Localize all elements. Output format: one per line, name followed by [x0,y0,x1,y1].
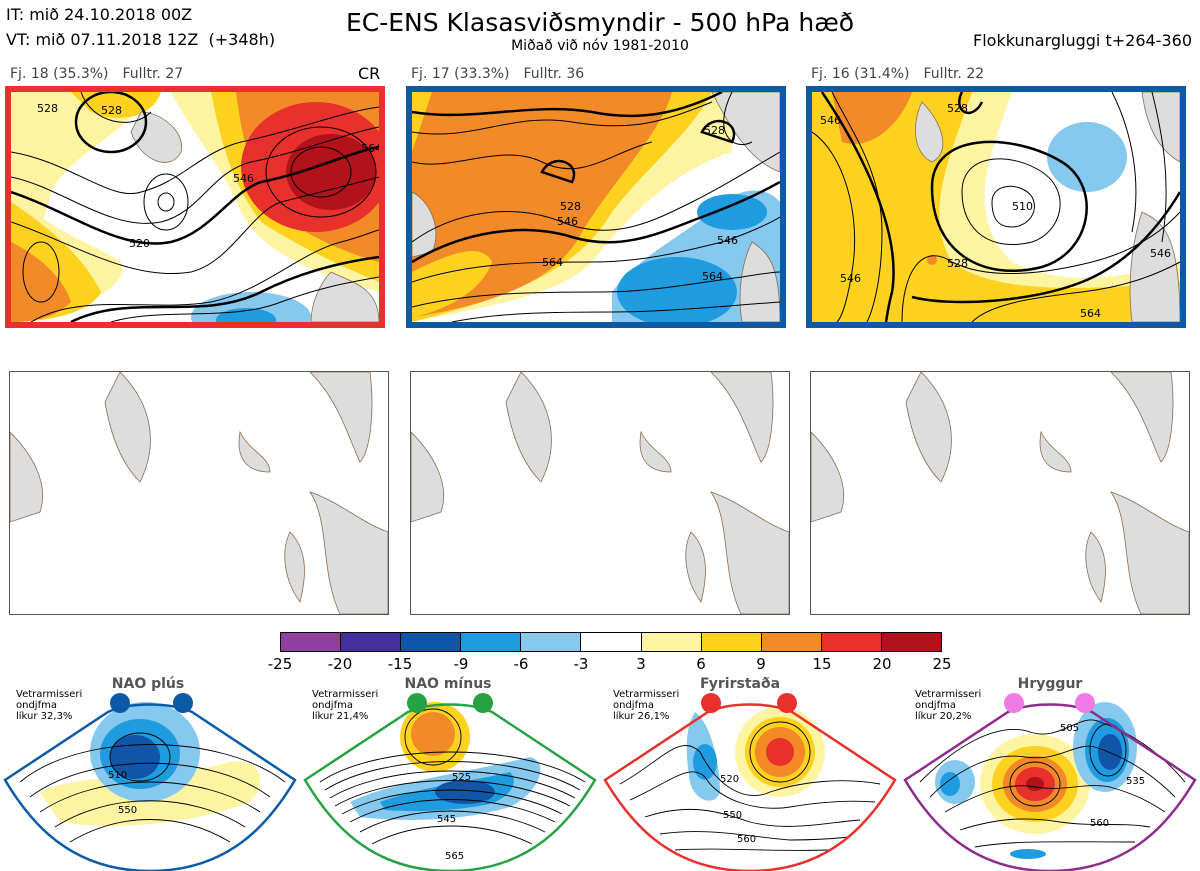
blank-map-1 [9,371,389,615]
p3-contour-label-5: 528 [947,257,968,270]
cluster-map-1-graphic: 528 520 546 564 528 [11,92,379,322]
panel-2-representative: Fulltr. 36 [523,66,585,82]
colorbar-tick: -15 [387,655,413,673]
page-title: EC-ENS Klasasviðsmyndir - 500 hPa hæð [345,8,855,37]
p3-contour-label-7: 546 [1150,247,1171,260]
p1-contour-label-4: 564 [361,142,379,155]
colorbar-tick: 3 [636,655,646,673]
valid-time: VT: mið 07.11.2018 12Z (+348h) [6,30,276,49]
regime-note-blocking: Vetrarmisseri ondjfma líkur 26,1% [613,689,680,722]
panel-1-representative: Fulltr. 27 [122,66,184,82]
p3-contour-label-1: 546 [820,114,841,127]
regime-map-blocking: 520 550 560 [603,693,897,871]
p1-contour-label-3: 546 [233,172,254,185]
panel-1-members: Fj. 18 (35.3%) [10,66,109,82]
regime-map-nao-plus: 510 550 [3,693,297,871]
blank-map-2 [410,371,790,615]
panel-3-label: Fj. 16 (31.4%) Fulltr. 22 [811,66,998,82]
panel-2-label: Fj. 17 (33.3%) Fulltr. 36 [411,66,598,82]
colorbar-swatch [521,633,582,651]
p3-contour-label-6: 564 [1080,307,1101,320]
blocking-contour-label-1: 520 [720,774,739,785]
nao-minus-contour-label-3: 565 [445,851,464,862]
p2-contour-label-6: 528 [704,124,725,137]
p1-contour-label-5: 528 [101,104,122,117]
regime-note-nao-minus: Vetrarmisseri ondjfma líkur 21,4% [312,689,379,722]
colorbar-swatch [581,633,642,651]
blocking-contour-label-2: 550 [723,810,742,821]
colorbar-swatch [461,633,522,651]
p2-contour-label-5: 564 [702,270,723,283]
panel-2-members: Fj. 17 (33.3%) [411,66,510,82]
colorbar-tick: -3 [573,655,589,673]
colorbar-swatch [761,633,822,651]
colorbar [280,632,942,652]
colorbar-swatch [641,633,702,651]
panel-1-cr-tag: CR [358,64,381,83]
colorbar-tick: -6 [513,655,529,673]
p2-contour-label-2: 546 [557,215,578,228]
colorbar-tick: 20 [872,655,892,673]
cluster-map-2: 528 546 564 546 564 528 [406,86,786,328]
colorbar-swatch [701,633,762,651]
colorbar-swatch [821,633,882,651]
page-subtitle: Miðað við nóv 1981-2010 [511,38,689,54]
blocking-contour-label-3: 560 [737,834,756,845]
regime-name-nao-minus: NAO mínus [404,676,492,692]
colorbar-tick: -25 [267,655,293,673]
p2-contour-label-4: 546 [717,234,738,247]
nao-minus-contour-label-1: 525 [452,772,471,783]
colorbar-swatch [881,633,942,651]
p2-contour-label-1: 528 [560,200,581,213]
blank-map-3 [810,371,1190,615]
blank-map-1-graphic [10,372,388,614]
colorbar-swatch [401,633,462,651]
p3-contour-label-2: 528 [947,102,968,115]
regime-name-blocking: Fyrirstaða [699,676,781,692]
colorbar-tick: -20 [327,655,353,673]
panel-1-label: Fj. 18 (35.3%) Fulltr. 27 [10,66,197,82]
regime-map-nao-minus: 525 545 565 [303,693,597,871]
ridge-contour-label-3: 560 [1090,818,1109,829]
colorbar-tick: 25 [932,655,952,673]
p3-contour-label-4: 546 [840,272,861,285]
regime-note-nao-plus: Vetrarmisseri ondjfma líkur 32,3% [16,689,83,722]
ridge-contour-label-2: 535 [1126,776,1145,787]
colorbar-swatch [341,633,402,651]
colorbar-swatch [281,633,342,651]
p2-contour-label-3: 564 [542,256,563,269]
ridge-contour-label-1: 505 [1060,723,1079,734]
cluster-map-3: 546 528 510 546 528 564 546 [806,86,1186,328]
colorbar-tick: -9 [453,655,469,673]
cluster-map-3-graphic: 546 528 510 546 528 564 546 [812,92,1180,322]
panel-3-representative: Fulltr. 22 [923,66,985,82]
colorbar-tick: 6 [696,655,706,673]
classification-window: Flokkunargluggi t+264-360 [973,31,1192,50]
colorbar-tick: 9 [756,655,766,673]
init-time: IT: mið 24.10.2018 00Z [6,5,193,24]
colorbar-tick: 15 [812,655,832,673]
p1-contour-label-1: 528 [37,102,58,115]
nao-minus-contour-label-2: 545 [437,814,456,825]
cluster-map-2-graphic: 528 546 564 546 564 528 [412,92,780,322]
cluster-map-1: 528 520 546 564 528 [5,86,385,328]
blank-map-2-graphic [411,372,789,614]
p3-contour-label-3: 510 [1012,200,1033,213]
nao-plus-contour-label-1: 510 [108,770,127,781]
regime-map-ridge: 505 535 560 [903,693,1197,871]
panel-3-members: Fj. 16 (31.4%) [811,66,910,82]
regime-name-nao-plus: NAO plús [111,676,185,692]
regime-note-ridge: Vetrarmisseri ondjfma líkur 20,2% [915,689,982,722]
blank-map-3-graphic [811,372,1189,614]
p1-contour-label-2: 520 [129,237,150,250]
nao-plus-contour-label-2: 550 [118,805,137,816]
regime-name-ridge: Hryggur [1017,676,1083,692]
